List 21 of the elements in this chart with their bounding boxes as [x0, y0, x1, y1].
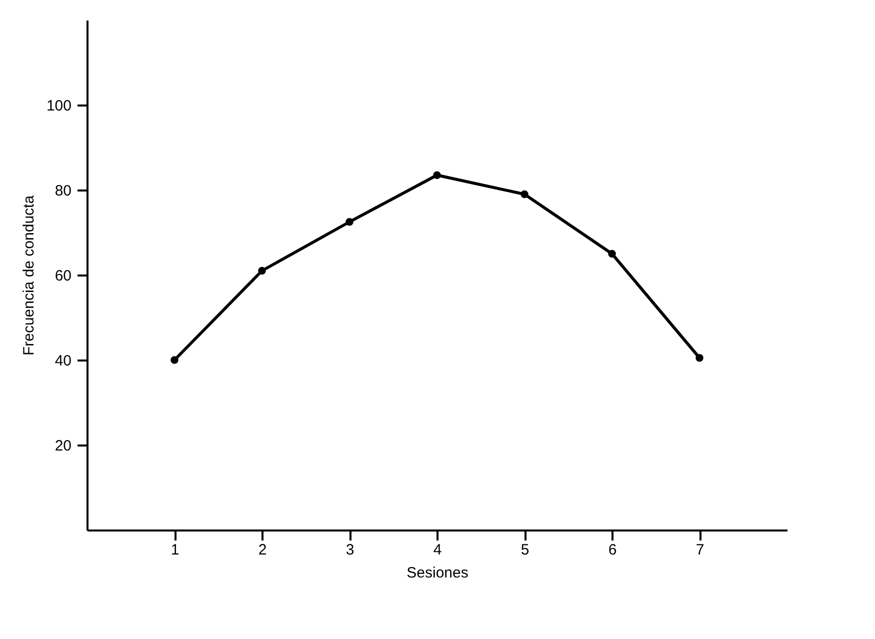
y-tick-label: 80	[54, 182, 72, 200]
y-tick-label: 40	[54, 352, 72, 370]
point	[170, 356, 178, 364]
point	[696, 354, 704, 362]
x-axis-title: Sesiones	[406, 564, 468, 582]
point	[433, 171, 441, 179]
y-tick-label: 20	[54, 438, 72, 454]
x-tick-label: 2	[258, 542, 267, 558]
x-tick-label: 4	[433, 542, 442, 558]
point	[346, 218, 354, 226]
point	[608, 250, 616, 258]
x-tick-label: 5	[520, 542, 530, 558]
y-tick-label: 100	[46, 98, 72, 114]
point	[258, 266, 266, 275]
x-tick-label: 3	[346, 542, 354, 558]
x-tick-label: 7	[696, 542, 704, 558]
y-axis-title: Frecuencia de conducta	[20, 194, 38, 356]
x-tick-label: 1	[170, 542, 180, 558]
x-tick-label: 6	[608, 542, 617, 558]
point	[520, 190, 528, 198]
y-tick-label: 60	[54, 268, 72, 284]
